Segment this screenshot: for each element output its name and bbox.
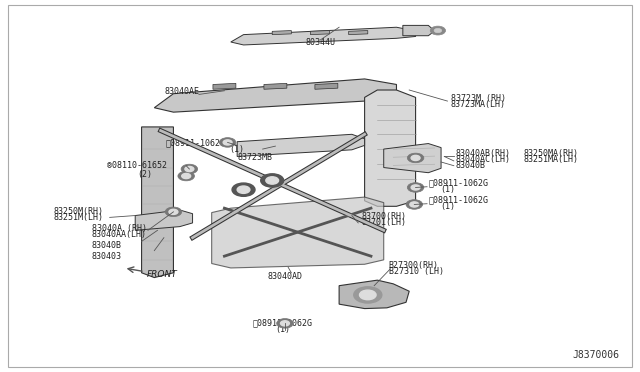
Circle shape	[407, 183, 424, 192]
Text: (1): (1)	[440, 202, 455, 211]
Text: 83040AE: 83040AE	[164, 87, 199, 96]
Text: 83040AD: 83040AD	[268, 272, 303, 281]
Polygon shape	[272, 31, 291, 35]
Text: 83250MA(RH): 83250MA(RH)	[524, 149, 579, 158]
Text: 83040AA(LH): 83040AA(LH)	[92, 230, 147, 239]
Circle shape	[430, 26, 445, 35]
Polygon shape	[349, 31, 368, 35]
Text: (1): (1)	[440, 185, 455, 194]
Text: ⓝ08911-1062G: ⓝ08911-1062G	[428, 196, 488, 205]
Text: 83723MA(LH): 83723MA(LH)	[451, 100, 506, 109]
Circle shape	[220, 138, 236, 147]
Circle shape	[181, 164, 198, 174]
Text: 80344U: 80344U	[305, 38, 335, 46]
Circle shape	[411, 185, 420, 190]
Polygon shape	[231, 27, 415, 45]
Polygon shape	[135, 210, 193, 230]
Text: 83700(RH): 83700(RH)	[362, 212, 406, 221]
Polygon shape	[237, 134, 365, 157]
Text: J8370006: J8370006	[573, 350, 620, 359]
Circle shape	[360, 290, 376, 300]
Circle shape	[407, 153, 424, 163]
Circle shape	[165, 207, 182, 217]
Polygon shape	[310, 31, 330, 35]
Text: (2): (2)	[137, 170, 152, 179]
Text: 83040A (RH): 83040A (RH)	[92, 224, 147, 233]
Circle shape	[237, 186, 250, 193]
Polygon shape	[339, 280, 409, 309]
Circle shape	[178, 171, 195, 181]
Circle shape	[182, 173, 191, 179]
Text: B27300(RH): B27300(RH)	[389, 261, 439, 270]
Circle shape	[354, 287, 382, 303]
Text: 83040AC(LH): 83040AC(LH)	[456, 155, 511, 164]
Text: 83251M(LH): 83251M(LH)	[54, 213, 104, 222]
Text: 830403: 830403	[92, 251, 122, 261]
Text: ®08110-61652: ®08110-61652	[106, 161, 166, 170]
Polygon shape	[212, 197, 384, 268]
Text: FRONT: FRONT	[147, 270, 177, 279]
Polygon shape	[154, 79, 396, 112]
Circle shape	[260, 174, 284, 187]
Polygon shape	[384, 144, 441, 173]
Polygon shape	[141, 127, 173, 278]
Circle shape	[232, 183, 255, 196]
Circle shape	[266, 177, 278, 184]
Circle shape	[410, 202, 419, 207]
Circle shape	[406, 200, 422, 209]
Polygon shape	[264, 83, 287, 89]
Circle shape	[223, 140, 232, 145]
Circle shape	[280, 321, 289, 326]
Text: 83723MB: 83723MB	[237, 153, 272, 162]
Text: 83040AB(RH): 83040AB(RH)	[456, 149, 511, 158]
Text: 83701(LH): 83701(LH)	[362, 218, 406, 227]
Text: (1): (1)	[276, 326, 291, 334]
Circle shape	[169, 209, 178, 214]
Text: ⓝ08911-1062G: ⓝ08911-1062G	[253, 318, 313, 327]
Circle shape	[434, 28, 442, 33]
Polygon shape	[403, 25, 435, 36]
Text: 83040B: 83040B	[456, 161, 486, 170]
Text: 83040B: 83040B	[92, 241, 122, 250]
Circle shape	[411, 155, 420, 161]
Text: 83723M (RH): 83723M (RH)	[451, 94, 506, 103]
Text: (1): (1)	[230, 145, 244, 154]
Polygon shape	[213, 83, 236, 89]
Text: ⓝ08911-1062G: ⓝ08911-1062G	[428, 179, 488, 187]
Text: B27310 (LH): B27310 (LH)	[389, 267, 444, 276]
Text: ⓝ08911-1062G: ⓝ08911-1062G	[166, 138, 226, 147]
Polygon shape	[315, 83, 338, 89]
Circle shape	[276, 318, 293, 328]
Polygon shape	[365, 90, 415, 206]
Text: 83250M(RH): 83250M(RH)	[54, 206, 104, 216]
Circle shape	[185, 166, 194, 171]
Text: 83251MA(LH): 83251MA(LH)	[524, 155, 579, 164]
